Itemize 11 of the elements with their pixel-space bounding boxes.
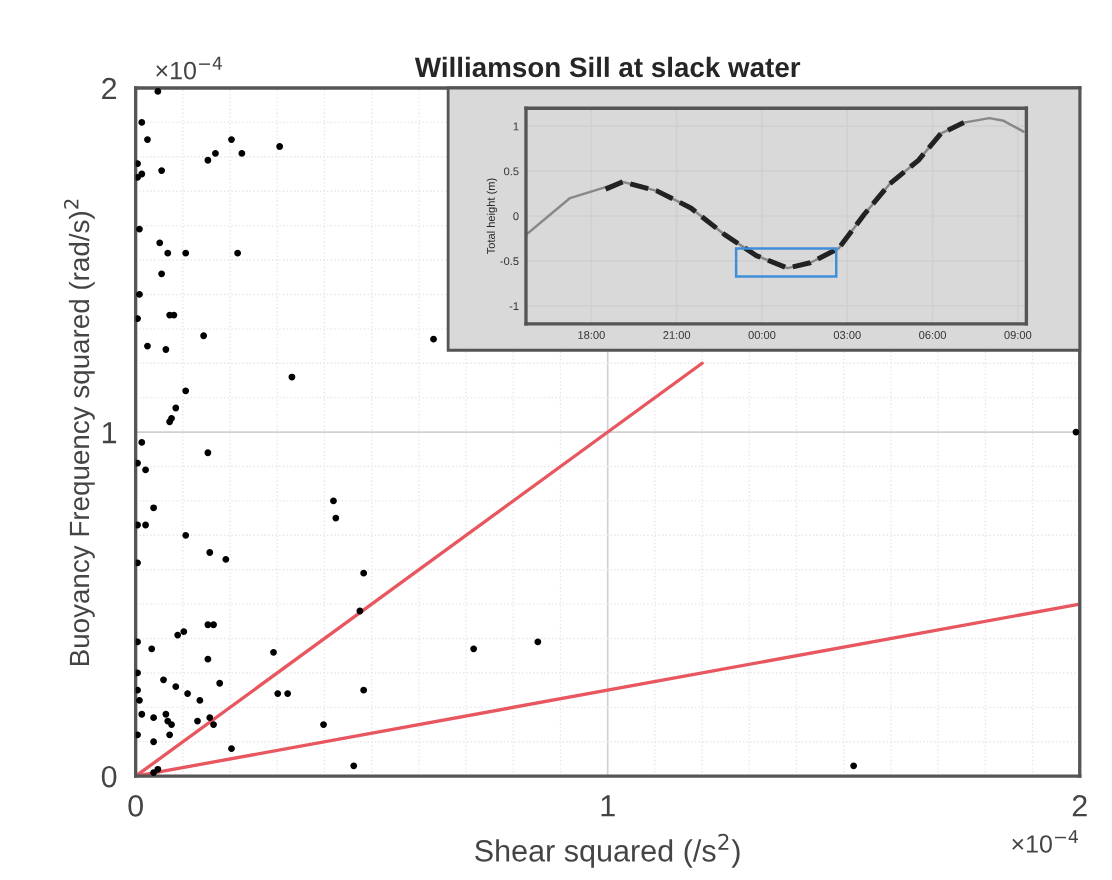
text: ×10$^{−4}$ bbox=[1012, 830, 1078, 853]
y-axis-title: Buoyancy Frequency squared (rad/s)$^{2}$ bbox=[63, 199, 95, 666]
x-tick-label: 1 bbox=[601, 795, 615, 817]
y-tick-label: 0 bbox=[101, 765, 117, 788]
x-axis-title: Shear squared (/s$^{2}$) bbox=[475, 833, 740, 868]
chart-title: Williamson Sill at slack water bbox=[414, 56, 801, 78]
y-tick-label: 1 bbox=[102, 422, 117, 444]
x-tick-label: 0 bbox=[128, 795, 143, 817]
text: ×10$^{−4}$ bbox=[156, 56, 223, 80]
y-tick-label: 2 bbox=[102, 77, 117, 100]
x-tick-label: 2 bbox=[1072, 795, 1087, 817]
